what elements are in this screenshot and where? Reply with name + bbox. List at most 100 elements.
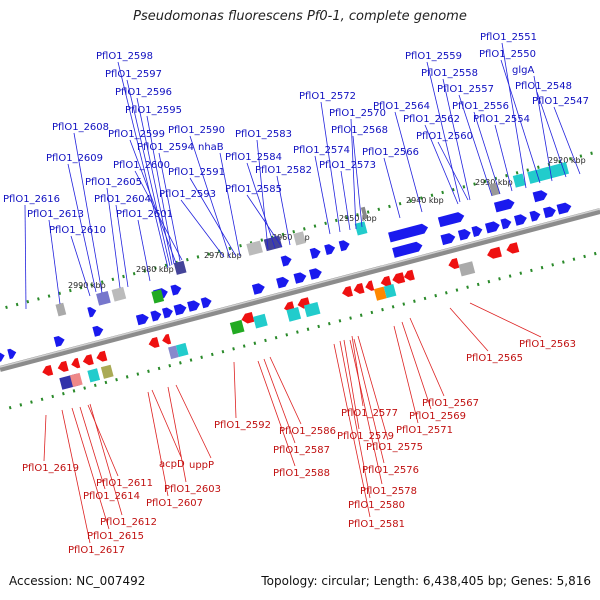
upper-tick-mark xyxy=(79,285,83,290)
callout-line xyxy=(87,404,119,477)
callout-line xyxy=(126,79,171,267)
upper-tick-mark xyxy=(196,255,200,259)
forward-gene xyxy=(276,276,289,289)
gene-label-bottom: PflO1_2614 xyxy=(83,491,140,502)
callout-line xyxy=(553,106,581,175)
gene-label-top: PflO1_2568 xyxy=(331,125,388,136)
feature-box xyxy=(246,240,263,256)
callout-line xyxy=(117,61,169,269)
upper-tick-mark xyxy=(15,302,19,307)
callout-line xyxy=(340,170,351,231)
callout-line xyxy=(24,204,27,310)
gene-label-top: PflO1_2551 xyxy=(480,32,537,43)
gene-label-bottom: PflO1_2615 xyxy=(87,531,144,542)
upper-tick-mark xyxy=(111,277,115,282)
forward-gene xyxy=(309,247,321,259)
gene-label-top: PflO1_2574 xyxy=(293,145,350,156)
callout-line xyxy=(353,338,385,464)
callout-line xyxy=(167,386,187,483)
upper-tick-mark xyxy=(462,185,466,189)
feature-box xyxy=(55,302,67,317)
gene-label-bottom: PflO1_2612 xyxy=(100,517,157,528)
callout-line xyxy=(246,194,283,248)
lower-tick-mark xyxy=(487,279,491,284)
feature-box xyxy=(263,235,283,252)
upper-tick-mark xyxy=(473,182,476,186)
feature-box xyxy=(96,291,111,306)
reverse-gene xyxy=(82,354,94,366)
upper-tick-mark xyxy=(68,288,72,293)
callout-line xyxy=(357,335,389,441)
gene-label-top: PflO1_2558 xyxy=(421,68,478,79)
gene-label-bottom: PflO1_2587 xyxy=(273,445,330,456)
lower-tick-mark xyxy=(210,352,214,357)
gene-label-top: PflO1_2595 xyxy=(125,105,182,116)
lower-tick-mark xyxy=(19,403,23,407)
reverse-gene xyxy=(487,246,502,259)
upper-tick-mark xyxy=(122,274,125,279)
callout-line xyxy=(501,42,527,189)
upper-tick-mark xyxy=(207,252,210,256)
callout-line xyxy=(394,111,423,213)
gene-label-top: PflO1_2582 xyxy=(255,165,312,176)
reverse-gene xyxy=(506,242,520,254)
callout-line xyxy=(426,61,461,203)
bottom-callout-lines xyxy=(43,302,542,544)
gene-label-top: PflO1_2566 xyxy=(362,147,419,158)
upper-tick-mark xyxy=(185,257,189,262)
map-title: Pseudomonas fluorescens Pf0-1, complete … xyxy=(133,9,467,24)
feature-box xyxy=(229,319,245,335)
forward-gene xyxy=(543,206,556,219)
kbp-tick-label: 2930 kbp xyxy=(475,178,513,187)
gene-label-bottom: PflO1_2578 xyxy=(360,486,417,497)
lower-tick-mark xyxy=(402,302,406,306)
forward-gene xyxy=(529,210,541,222)
top-labels: PflO1_2598 PflO1_2597 PflO1_2596 PflO1_2595… xyxy=(3,32,589,236)
lower-tick-mark xyxy=(370,310,374,315)
feature-box xyxy=(286,307,302,322)
upper-tick-mark xyxy=(239,243,242,248)
upper-tick-mark xyxy=(483,179,487,183)
gene-label-top: PflO1_2593 xyxy=(159,189,216,200)
callout-line xyxy=(276,175,291,246)
callout-line xyxy=(351,335,364,407)
gene-label-bottom: PflO1_2581 xyxy=(348,519,405,530)
reverse-gene xyxy=(241,312,255,324)
gene-label-top: PflO1_2610 xyxy=(49,225,106,236)
lower-tick-mark xyxy=(540,265,544,270)
callout-line xyxy=(147,391,169,497)
forward-gene xyxy=(0,351,5,363)
lower-tick-mark xyxy=(125,375,129,379)
callout-line xyxy=(67,163,97,293)
gene-label-top: PflO1_2613 xyxy=(27,209,84,220)
lower-tick-mark xyxy=(147,369,150,373)
callout-line xyxy=(89,403,123,516)
reverse-gene xyxy=(342,286,353,297)
gene-label-bottom: PflO1_2567 xyxy=(422,398,479,409)
lower-tick-mark xyxy=(285,333,289,337)
lower-tick-mark xyxy=(253,341,257,345)
lower-tick-mark xyxy=(561,260,565,264)
gene-label-top: PflO1_2584 xyxy=(225,152,282,163)
gene-label-bottom: PflO1_2579 xyxy=(337,431,394,442)
gene-label-bottom: PflO1_2619 xyxy=(22,463,79,474)
gene-label-bottom: PflO1_2569 xyxy=(409,411,466,422)
feature-box xyxy=(151,289,165,304)
forward-gene xyxy=(200,297,212,309)
callout-line xyxy=(71,407,110,530)
callout-line xyxy=(350,118,357,230)
forward-gene xyxy=(92,325,104,337)
lower-tick-mark xyxy=(104,380,108,385)
gene-label-top: PflO1_2547 xyxy=(532,96,589,107)
lower-tick-mark xyxy=(338,319,342,323)
callout-line xyxy=(401,321,432,410)
callout-line xyxy=(189,177,237,257)
lower-tick-mark xyxy=(264,338,267,343)
forward-gene xyxy=(392,241,423,258)
lower-tick-mark xyxy=(93,383,97,387)
callout-line xyxy=(175,384,212,459)
callout-line xyxy=(115,204,129,288)
gene-label-top: PflO1_2564 xyxy=(373,101,430,112)
forward-gene xyxy=(173,303,187,316)
top-callout-lines xyxy=(24,42,581,310)
